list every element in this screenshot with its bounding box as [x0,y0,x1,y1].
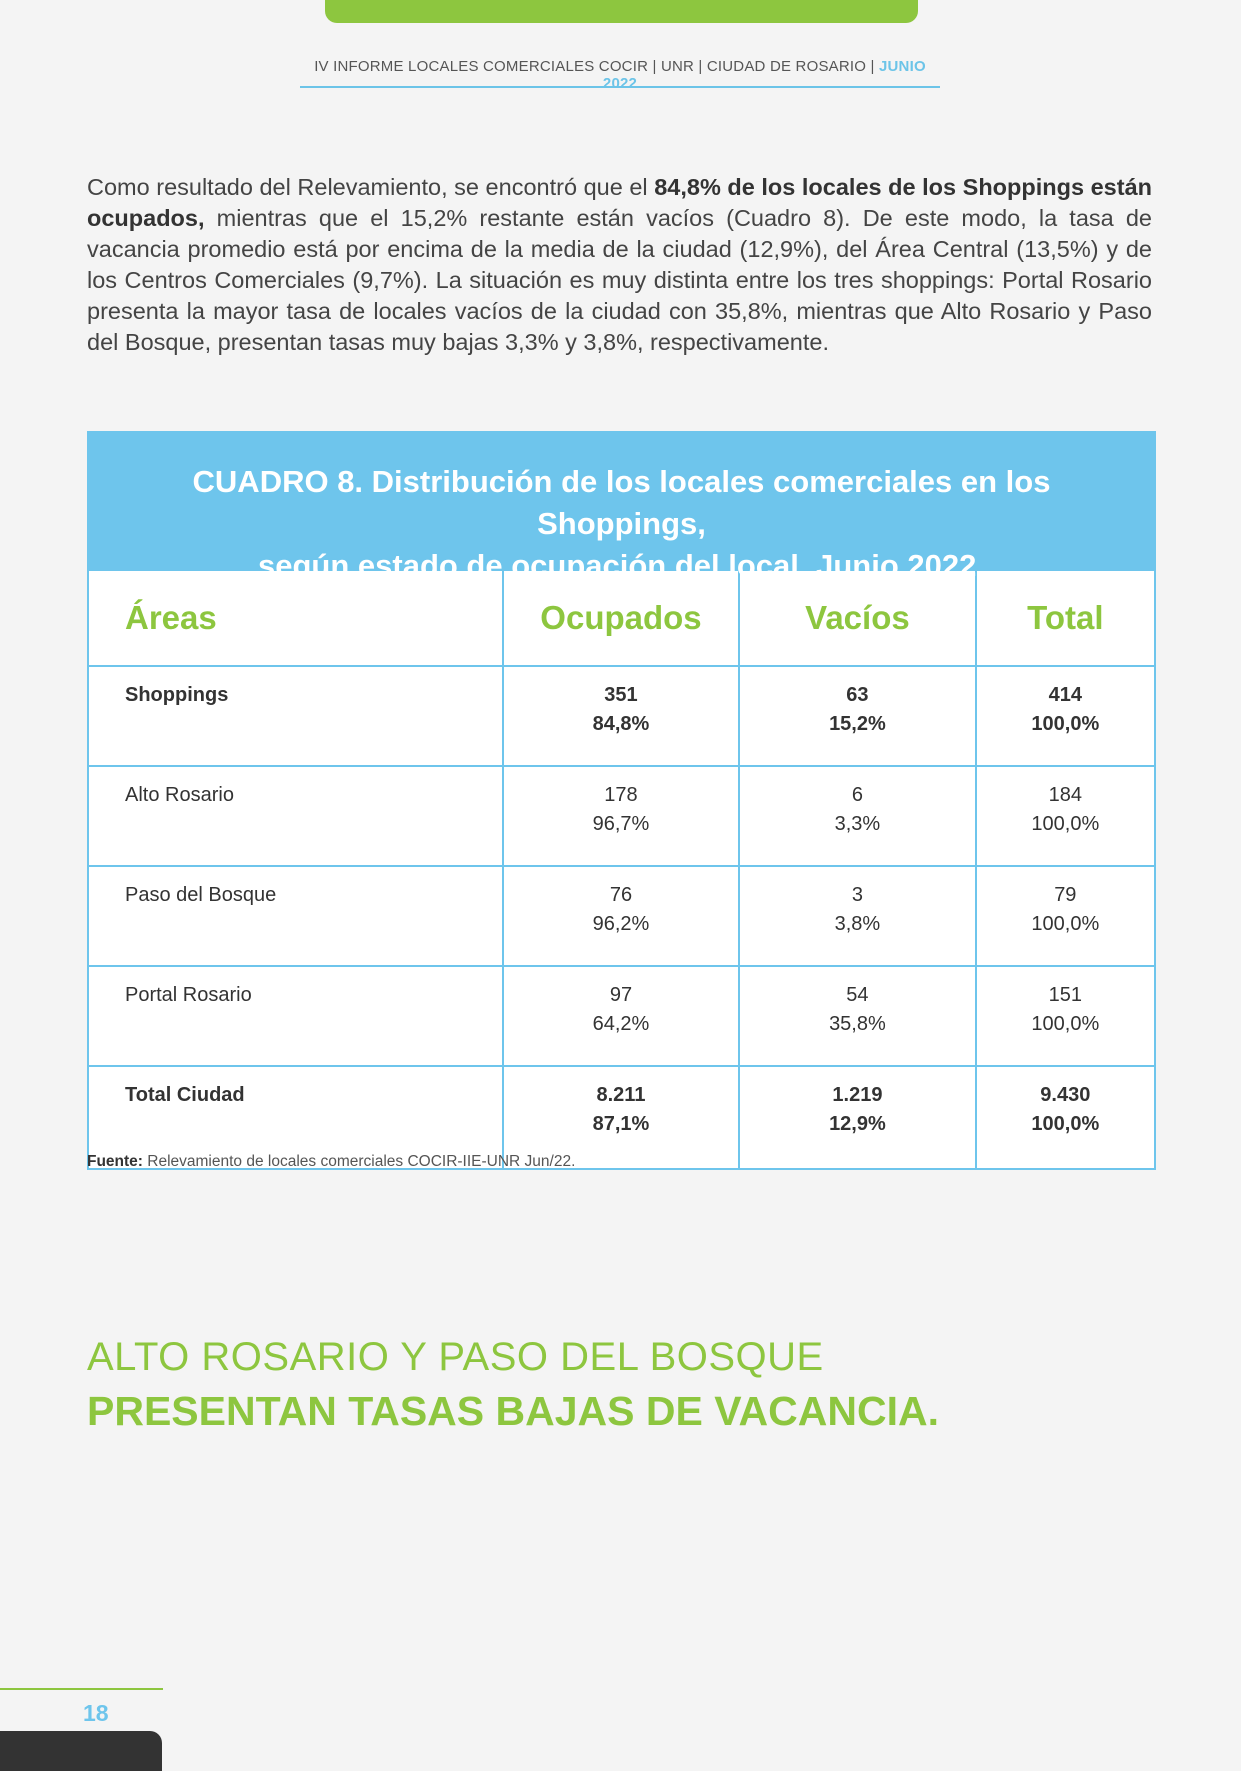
table-title-line-1: CUADRO 8. Distribución de los locales co… [192,464,1051,541]
vacios-cell: 63 15,2% [738,665,977,767]
table-row-total: Total Ciudad 8.211 87,1% 1.219 12,9% 9.430… [87,1065,1157,1170]
table-row: Portal Rosario 97 64,2% 54 35,8% 151 100,0% [87,965,1157,1067]
ocupados-percent: 64,2% [592,1013,650,1035]
ocupados-cell: 178 96,7% [501,765,741,867]
column-header-ocupados: Ocupados [501,569,741,667]
total-percent: 100,0% [1031,1113,1100,1135]
total-percent: 100,0% [1031,813,1100,835]
running-header-text: IV INFORME LOCALES COMERCIALES COCIR | U… [314,58,879,75]
vacios-percent: 15,2% [829,713,886,735]
ocupados-percent: 87,1% [592,1113,650,1135]
total-cell: 184 100,0% [974,765,1157,867]
intro-highlight: 84,8% de los locales de los Shoppings es… [87,174,1153,231]
intro-paragraph: Como resultado del Relevamiento, se enco… [87,172,1152,358]
total-count: 9.430 [1040,1084,1091,1106]
area-cell: Alto Rosario [87,765,504,867]
vacios-count: 63 [846,684,869,706]
source-label: Fuente: [87,1153,143,1170]
ocupados-cell: 351 84,8% [501,665,741,767]
source-text: Relevamiento de locales comerciales COCI… [142,1153,576,1170]
total-count: 79 [1054,884,1077,906]
total-cell: 414 100,0% [974,665,1157,767]
table-row: Shoppings 351 84,8% 63 15,2% 414 100,0% [87,665,1157,767]
vacios-percent: 3,8% [834,913,881,935]
total-percent: 100,0% [1031,713,1100,735]
top-accent-bar [325,0,918,23]
area-cell: Total Ciudad [87,1065,504,1170]
intro-text-1: Como resultado del Relevamiento, se enco… [87,174,655,200]
total-cell: 9.430 100,0% [974,1065,1157,1170]
ocupados-count: 8.211 [596,1084,646,1106]
ocupados-percent: 96,2% [592,913,650,935]
headline-line-1: ALTO ROSARIO Y PASO DEL BOSQUE [87,1335,824,1379]
ocupados-count: 178 [604,784,638,806]
total-percent: 100,0% [1031,1013,1100,1035]
ocupados-cell: 76 96,2% [501,865,741,967]
vacios-cell: 3 3,8% [738,865,977,967]
vacios-cell: 1.219 12,9% [738,1065,977,1170]
ocupados-count: 76 [609,884,633,906]
vacios-percent: 35,8% [829,1013,886,1035]
ocupados-count: 97 [609,984,633,1006]
source-note: Fuente: Relevamiento de locales comercia… [87,1153,575,1171]
ocupados-percent: 96,7% [592,813,650,835]
vacios-percent: 3,3% [834,813,881,835]
occupancy-table: Áreas Ocupados Vacíos Total Shoppings 35… [87,569,1157,1170]
headline-line-2: PRESENTAN TASAS BAJAS DE VACANCIA. [87,1388,939,1434]
footer-divider [0,1688,163,1690]
vacios-cell: 54 35,8% [738,965,977,1067]
vacios-count: 6 [851,784,863,806]
table-title: CUADRO 8. Distribución de los locales co… [87,431,1156,583]
ocupados-cell: 8.211 87,1% [501,1065,741,1170]
footer-accent-block [0,1731,162,1771]
table-header-row: Áreas Ocupados Vacíos Total [87,569,1157,667]
vacios-count: 1.219 [832,1084,883,1106]
total-count: 414 [1048,684,1082,706]
vacios-cell: 6 3,3% [738,765,977,867]
vacios-percent: 12,9% [829,1113,886,1135]
total-count: 184 [1048,784,1082,806]
column-header-total: Total [974,569,1157,667]
table-row: Alto Rosario 178 96,7% 6 3,3% 184 100,0% [87,765,1157,867]
page-number: 18 [83,1700,109,1726]
total-cell: 79 100,0% [974,865,1157,967]
column-header-vacios: Vacíos [738,569,977,667]
table-title-line-2: según estado de ocupación del local. Jun… [258,548,985,583]
vacios-count: 3 [851,884,863,906]
area-cell: Shoppings [87,665,504,767]
total-count: 151 [1048,984,1082,1006]
header-divider [300,86,940,88]
column-header-areas: Áreas [87,569,504,667]
total-cell: 151 100,0% [974,965,1157,1067]
table-row: Paso del Bosque 76 96,2% 3 3,8% 79 100,0% [87,865,1157,967]
area-cell: Paso del Bosque [87,865,504,967]
ocupados-count: 351 [604,684,638,706]
vacios-count: 54 [846,984,869,1006]
area-cell: Portal Rosario [87,965,504,1067]
total-percent: 100,0% [1031,913,1100,935]
cuadro-8: CUADRO 8. Distribución de los locales co… [87,431,1157,1170]
ocupados-cell: 97 64,2% [501,965,741,1067]
ocupados-percent: 84,8% [592,713,650,735]
intro-text-2: mientras que el 15,2% restante están vac… [87,205,1152,355]
